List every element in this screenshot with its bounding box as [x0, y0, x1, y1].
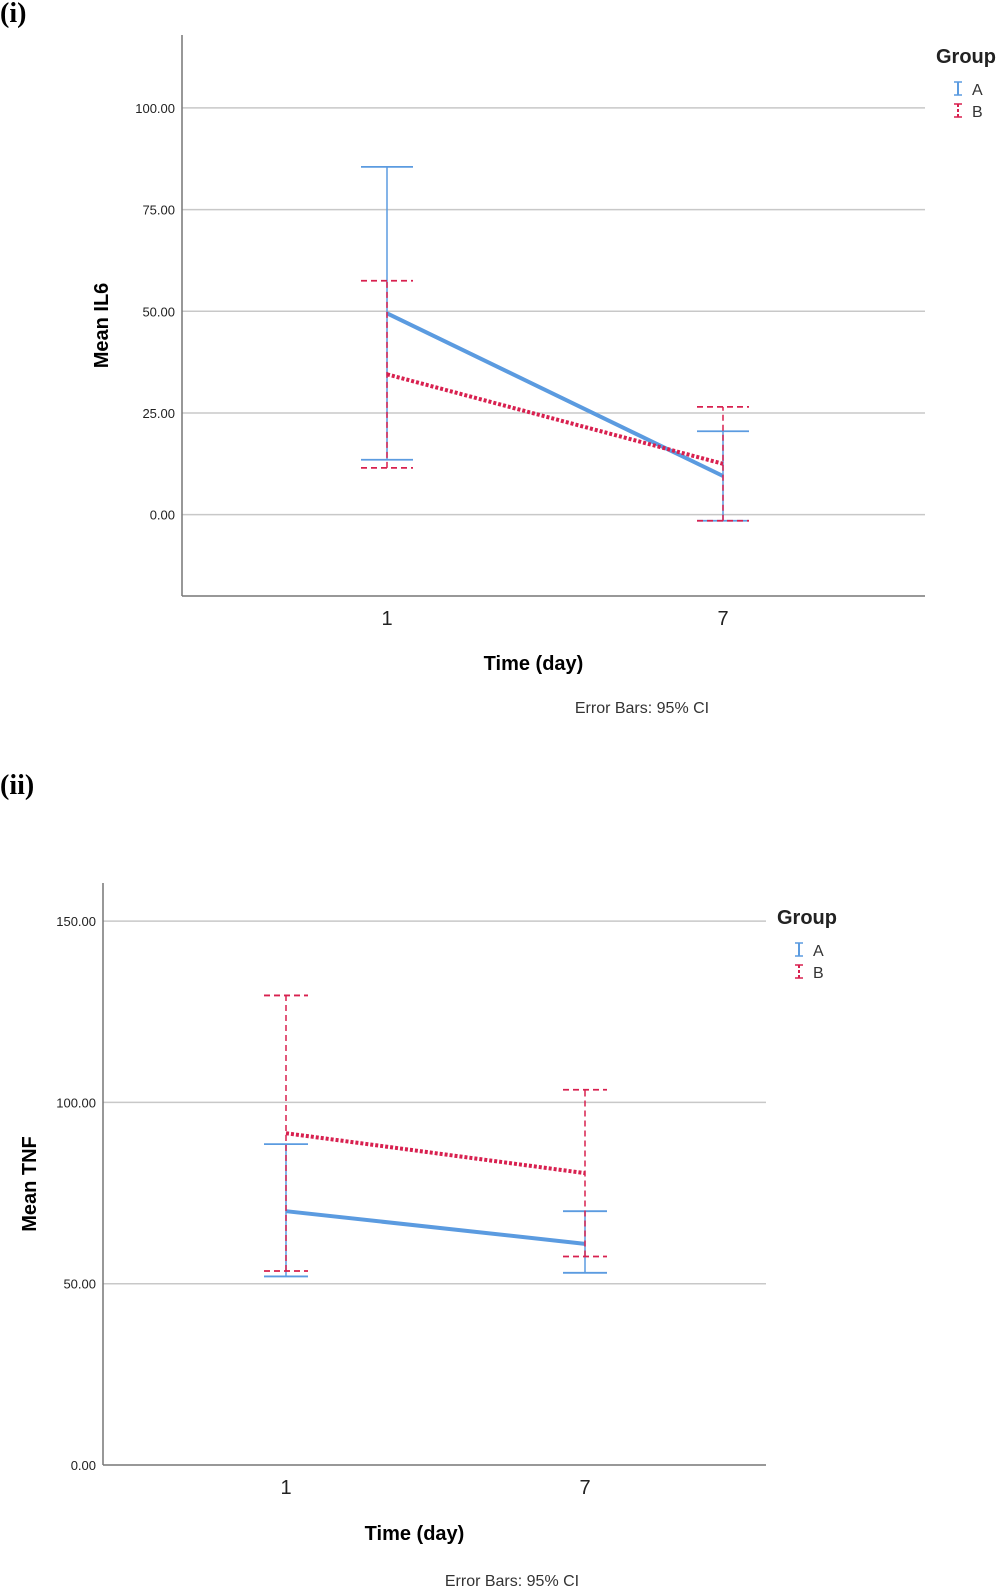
y-tick-label: 50.00 — [63, 1277, 96, 1292]
series-line-a — [285, 1209, 586, 1246]
panel-label-i: (i) — [0, 0, 27, 29]
x-tick-label: 1 — [280, 1477, 291, 1499]
series-line-b — [285, 1131, 586, 1176]
y-tick-label: 50.00 — [142, 304, 175, 319]
x-tick-label: 7 — [717, 608, 728, 630]
series-line-b — [386, 372, 724, 466]
il6-line-chart: 0.00 25.00 50.00 75.00 100.00 1 7 Time (day) Mea… — [91, 35, 996, 717]
y-axis-title: Mean IL6 — [91, 283, 113, 369]
legend-label-b: B — [972, 104, 983, 121]
y-tick-label: 100.00 — [135, 101, 175, 116]
x-axis-title: Time (day) — [365, 1523, 465, 1545]
y-tick-label: 150.00 — [56, 914, 96, 929]
y-tick-label: 25.00 — [142, 406, 175, 421]
y-tick-label: 0.00 — [150, 508, 175, 523]
y-tick-label: 100.00 — [56, 1095, 96, 1110]
legend-title: Group — [936, 46, 996, 68]
y-axis-title: Mean TNF — [19, 1136, 41, 1232]
panel-label-ii: (ii) — [0, 770, 35, 801]
series-line-a — [386, 311, 724, 478]
y-tick-label: 75.00 — [142, 203, 175, 218]
y-tick-label: 0.00 — [71, 1458, 96, 1473]
legend-label-a: A — [972, 82, 983, 99]
legend-label-b: B — [813, 965, 824, 982]
error-bars-note: Error Bars: 95% CI — [575, 700, 709, 717]
error-bars-note: Error Bars: 95% CI — [445, 1573, 579, 1588]
legend-label-a: A — [813, 943, 824, 960]
legend-title: Group — [777, 907, 837, 929]
x-tick-label: 7 — [579, 1477, 590, 1499]
tnf-line-chart: 0.00 50.00 100.00 150.00 1 7 Time (day) Mean TN… — [19, 883, 837, 1588]
x-axis-title: Time (day) — [484, 653, 584, 675]
x-tick-label: 1 — [381, 608, 392, 630]
